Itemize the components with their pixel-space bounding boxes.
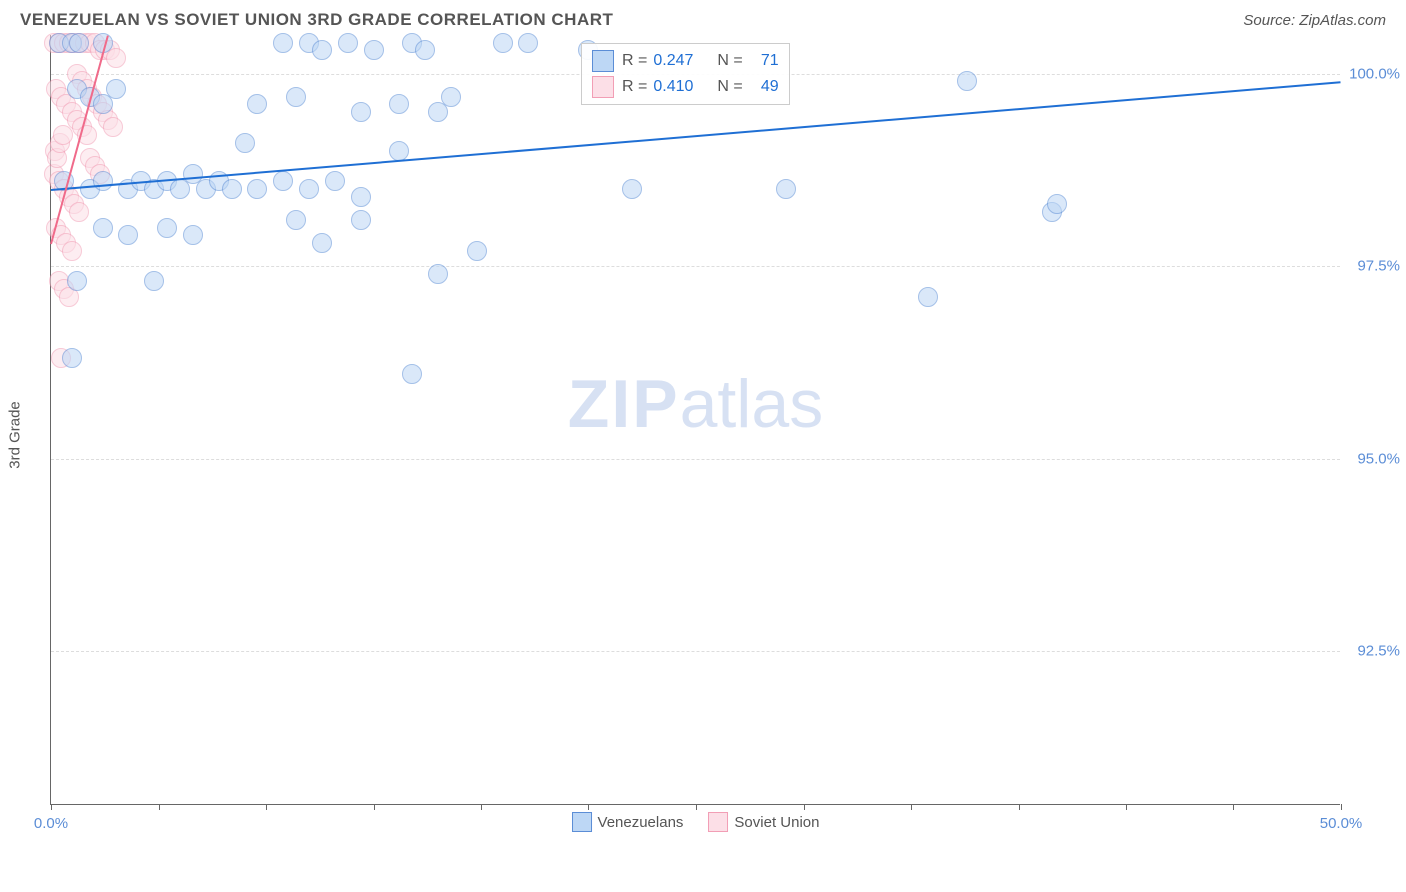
plot-area: ZIPatlas VenezuelansSoviet Union 92.5%95… (50, 35, 1340, 805)
legend-label: Venezuelans (598, 814, 684, 831)
r-value: 0.247 (653, 52, 703, 70)
scatter-point (467, 241, 487, 261)
x-tick-mark (1019, 804, 1020, 810)
scatter-point (518, 33, 538, 53)
scatter-point (157, 218, 177, 238)
scatter-point (69, 33, 89, 53)
scatter-point (183, 225, 203, 245)
n-label: N = (717, 52, 742, 70)
scatter-point (299, 179, 319, 199)
scatter-point (918, 287, 938, 307)
scatter-point (312, 40, 332, 60)
scatter-point (273, 33, 293, 53)
stats-box: R = 0.247 N = 71 R = 0.410 N = 49 (581, 43, 790, 105)
n-value: 49 (749, 78, 779, 96)
x-tick-label: 0.0% (34, 815, 68, 832)
scatter-point (69, 202, 89, 222)
scatter-point (493, 33, 513, 53)
n-label: N = (717, 78, 742, 96)
chart-title: VENEZUELAN VS SOVIET UNION 3RD GRADE COR… (20, 10, 613, 30)
y-tick-label: 92.5% (1357, 643, 1400, 660)
stats-row: R = 0.247 N = 71 (582, 48, 789, 74)
scatter-point (312, 233, 332, 253)
y-tick-label: 97.5% (1357, 258, 1400, 275)
scatter-point (389, 141, 409, 161)
scatter-point (325, 171, 345, 191)
x-tick-mark (481, 804, 482, 810)
scatter-point (776, 179, 796, 199)
scatter-point (622, 179, 642, 199)
y-axis-label: 3rd Grade (7, 401, 24, 469)
scatter-point (106, 48, 126, 68)
legend-item: Soviet Union (708, 812, 819, 832)
x-tick-mark (1341, 804, 1342, 810)
gridline-h (51, 266, 1340, 267)
x-tick-mark (911, 804, 912, 810)
scatter-point (351, 210, 371, 230)
gridline-h (51, 459, 1340, 460)
scatter-point (415, 40, 435, 60)
watermark-atlas: atlas (680, 366, 824, 442)
source-prefix: Source: (1243, 12, 1299, 29)
scatter-point (247, 179, 267, 199)
scatter-point (338, 33, 358, 53)
scatter-point (93, 171, 113, 191)
x-tick-label: 50.0% (1320, 815, 1363, 832)
legend-swatch (572, 812, 592, 832)
scatter-point (351, 187, 371, 207)
x-tick-mark (1233, 804, 1234, 810)
x-tick-mark (159, 804, 160, 810)
legend-swatch (708, 812, 728, 832)
scatter-point (428, 264, 448, 284)
scatter-point (53, 125, 73, 145)
legend: Venezuelans Soviet Union (572, 812, 820, 832)
scatter-point (118, 225, 138, 245)
scatter-point (144, 271, 164, 291)
scatter-point (273, 171, 293, 191)
x-tick-mark (51, 804, 52, 810)
r-label: R = (622, 52, 647, 70)
scatter-point (351, 102, 371, 122)
scatter-point (364, 40, 384, 60)
scatter-point (106, 79, 126, 99)
scatter-point (286, 210, 306, 230)
series-swatch (592, 50, 614, 72)
source-name: ZipAtlas.com (1299, 12, 1386, 29)
scatter-point (441, 87, 461, 107)
scatter-point (389, 94, 409, 114)
scatter-point (62, 241, 82, 261)
source-credit: Source: ZipAtlas.com (1243, 12, 1386, 29)
scatter-point (957, 71, 977, 91)
r-label: R = (622, 78, 647, 96)
scatter-point (1047, 194, 1067, 214)
scatter-point (222, 179, 242, 199)
stats-row: R = 0.410 N = 49 (582, 74, 789, 100)
gridline-h (51, 651, 1340, 652)
n-value: 71 (749, 52, 779, 70)
scatter-point (247, 94, 267, 114)
x-tick-mark (804, 804, 805, 810)
scatter-point (103, 117, 123, 137)
scatter-point (402, 364, 422, 384)
series-swatch (592, 76, 614, 98)
scatter-point (235, 133, 255, 153)
y-tick-label: 95.0% (1357, 450, 1400, 467)
y-tick-label: 100.0% (1349, 65, 1400, 82)
chart-header: VENEZUELAN VS SOVIET UNION 3RD GRADE COR… (0, 0, 1406, 35)
x-tick-mark (696, 804, 697, 810)
x-tick-mark (1126, 804, 1127, 810)
watermark: ZIPatlas (568, 365, 823, 443)
legend-item: Venezuelans (572, 812, 684, 832)
watermark-zip: ZIP (568, 366, 680, 442)
scatter-point (67, 271, 87, 291)
scatter-point (93, 218, 113, 238)
x-tick-mark (266, 804, 267, 810)
x-tick-mark (374, 804, 375, 810)
legend-label: Soviet Union (734, 814, 819, 831)
scatter-point (286, 87, 306, 107)
chart-container: 3rd Grade ZIPatlas VenezuelansSoviet Uni… (50, 35, 1386, 835)
r-value: 0.410 (653, 78, 703, 96)
scatter-point (62, 348, 82, 368)
x-tick-mark (588, 804, 589, 810)
